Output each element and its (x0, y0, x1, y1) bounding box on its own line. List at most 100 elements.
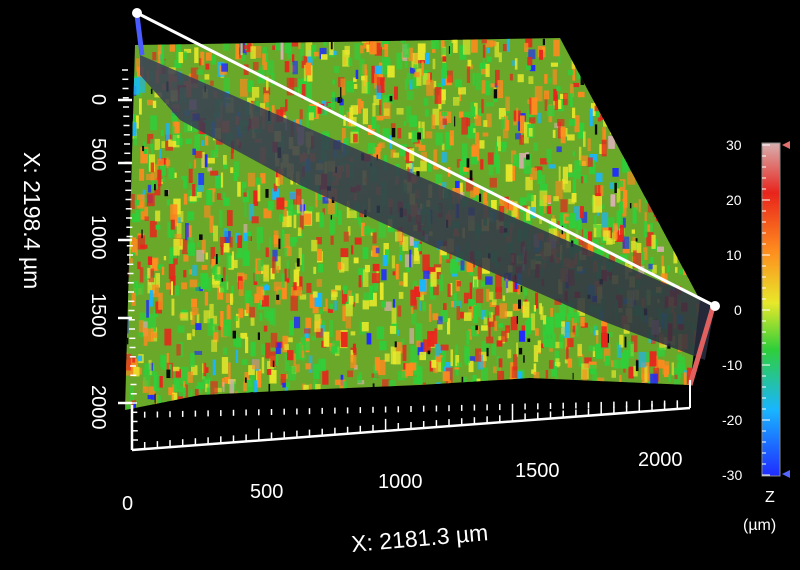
surface-speck (455, 79, 463, 88)
surface-speck (332, 79, 335, 85)
surface-speck (243, 224, 248, 239)
surface-speck (184, 117, 192, 133)
surface-speck (588, 345, 596, 352)
surface-speck (494, 42, 499, 58)
surface-speck (572, 325, 576, 335)
surface-speck (373, 281, 379, 292)
surface-speck (474, 279, 478, 290)
surface-speck (422, 301, 426, 312)
surface-speck (211, 339, 218, 352)
surface-speck (667, 127, 672, 141)
surface-speck (363, 292, 370, 301)
surface-speck (601, 387, 609, 399)
surface-speck (293, 282, 297, 291)
surface-speck (570, 332, 575, 338)
surface-speck (698, 230, 700, 244)
surface-speck (571, 52, 576, 69)
surface-speck (189, 279, 198, 288)
surface-speck (505, 380, 511, 385)
surface-speck (125, 205, 128, 219)
surface-speck (280, 107, 286, 116)
surface-speck (668, 97, 675, 113)
surface-speck (433, 362, 439, 374)
surface-speck (605, 83, 614, 102)
surface-speck (362, 299, 369, 310)
surface-speck (401, 338, 405, 349)
surface-speck (613, 39, 621, 45)
surface-speck (137, 408, 145, 410)
surface-speck (143, 148, 148, 154)
surface-speck (335, 285, 341, 291)
surface-speck (488, 291, 494, 300)
surface-speck (587, 38, 592, 45)
surface-speck (226, 210, 233, 226)
surface-speck (684, 224, 692, 230)
surface-pit (594, 124, 598, 135)
surface-speck (201, 239, 206, 254)
surface-speck (142, 141, 146, 151)
surface-speck (213, 315, 218, 328)
surface-speck (646, 183, 653, 199)
surface-speck (580, 155, 588, 166)
surface-speck (623, 349, 630, 355)
surface-speck (266, 76, 269, 91)
surface-speck (428, 412, 430, 425)
surface-speck (389, 325, 397, 334)
surface-speck (667, 387, 674, 397)
surface-speck (266, 369, 272, 375)
surface-speck (206, 189, 213, 206)
surface-speck (424, 109, 429, 117)
surface-speck (616, 188, 621, 203)
surface-speck (680, 85, 685, 95)
surface-speck (171, 298, 175, 316)
surface-speck (393, 152, 400, 158)
surface-speck (594, 196, 602, 213)
surface-speck (656, 127, 662, 133)
surface-pit (635, 360, 639, 372)
surface-speck (644, 146, 653, 152)
surface-speck (554, 341, 563, 349)
surface-speck (490, 40, 497, 47)
surface-speck (496, 160, 500, 174)
surface-pit (276, 294, 280, 300)
surface-speck (442, 56, 447, 62)
surface-speck (158, 292, 163, 310)
surface-speck (481, 367, 489, 381)
surface-speck (608, 91, 611, 106)
surface-speck (243, 188, 247, 197)
surface-speck (230, 167, 234, 174)
surface-speck (311, 239, 318, 252)
surface-speck (353, 77, 357, 82)
surface-speck (596, 397, 604, 404)
surface-speck (563, 93, 568, 106)
surface-speck (421, 61, 424, 76)
surface-speck (398, 281, 403, 286)
surface-speck (402, 43, 410, 58)
surface-speck (485, 276, 493, 285)
profile-start-point (132, 8, 142, 18)
surface-speck (700, 398, 702, 406)
surface-speck (381, 269, 387, 281)
surface-speck (555, 181, 563, 199)
surface-speck (490, 83, 495, 88)
surface-speck (611, 45, 616, 52)
surface-speck (597, 117, 602, 122)
surface-speck (698, 112, 700, 120)
surface-speck (320, 358, 325, 371)
surface-speck (168, 167, 175, 180)
surface-speck (382, 255, 388, 267)
surface-speck (621, 390, 626, 396)
surface-speck (264, 285, 270, 291)
surface-speck (590, 327, 593, 333)
surface-speck (154, 138, 160, 150)
surface-speck (282, 229, 285, 247)
surface-speck (708, 165, 712, 178)
surface-speck (144, 216, 149, 221)
surface-speck (220, 172, 224, 188)
surface-speck (703, 385, 708, 401)
surface-speck (211, 323, 219, 333)
surface-speck (694, 201, 700, 206)
surface-speck (455, 394, 463, 402)
surface-speck (458, 87, 466, 95)
surface-speck (430, 38, 439, 50)
